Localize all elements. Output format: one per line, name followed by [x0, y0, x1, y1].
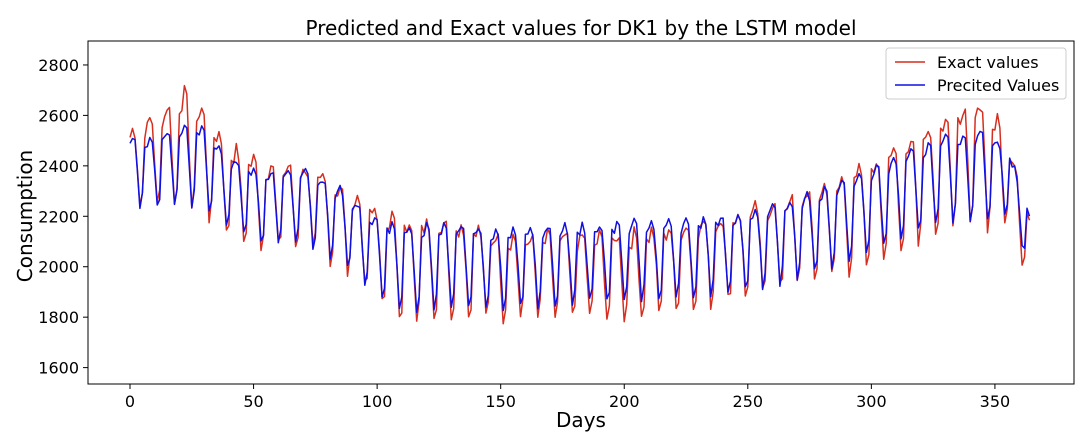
legend: Exact values Precited Values	[885, 47, 1067, 100]
y-tick-label: 2600	[38, 106, 79, 125]
series-line-predicted	[129, 124, 1031, 313]
x-tick-label: 50	[243, 392, 263, 411]
x-axis: 0 50 100 150 200 250 300 350	[125, 384, 1010, 411]
legend-label-exact: Exact values	[937, 53, 1039, 72]
chart-title: Predicted and Exact values for DK1 by th…	[305, 16, 856, 40]
legend-label-predicted: Precited Values	[937, 76, 1059, 95]
x-tick-label: 150	[485, 392, 516, 411]
y-tick-label: 2000	[38, 258, 79, 277]
legend-box	[885, 47, 1067, 100]
y-axis-label: Consumption	[13, 150, 37, 282]
x-tick-label: 250	[733, 392, 764, 411]
x-tick-label: 300	[856, 392, 887, 411]
x-tick-label: 0	[125, 392, 135, 411]
x-tick-label: 100	[362, 392, 393, 411]
x-axis-label: Days	[556, 408, 606, 432]
y-tick-label: 2800	[38, 56, 79, 75]
y-tick-label: 1800	[38, 308, 79, 327]
plot-frame	[87, 40, 1075, 385]
plot-area	[129, 84, 1031, 325]
y-tick-label: 2200	[38, 207, 79, 226]
y-tick-label: 2400	[38, 157, 79, 176]
x-tick-label: 350	[980, 392, 1011, 411]
x-tick-label: 200	[609, 392, 640, 411]
y-tick-label: 1600	[38, 359, 79, 378]
y-axis: 1600 1800 2000 2200 2400 2600 2800	[38, 56, 88, 378]
